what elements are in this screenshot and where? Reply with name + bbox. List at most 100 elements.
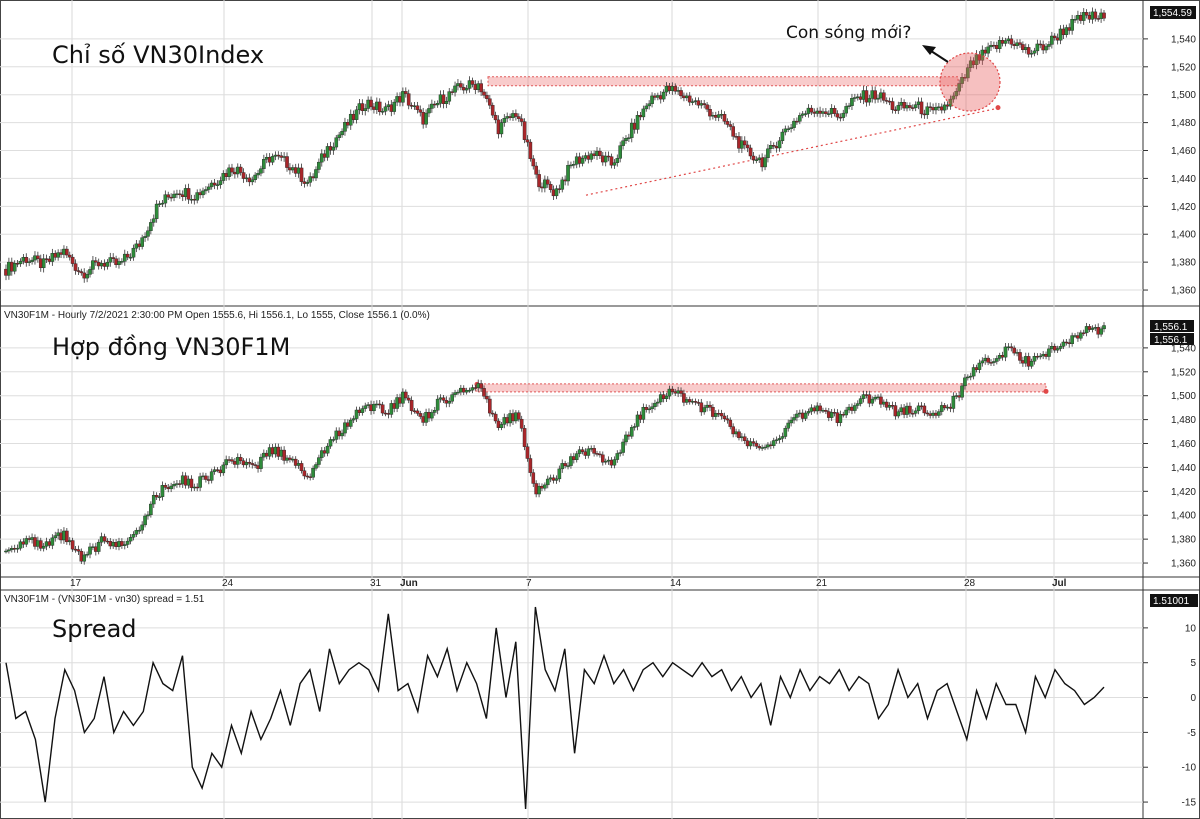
panel1-price-tag [1150, 6, 1196, 19]
xtick-label: Jun [400, 578, 418, 589]
candle-body [844, 106, 848, 114]
candle-body [485, 396, 489, 400]
candle-body [1099, 328, 1103, 335]
ytick-label: 1,420 [1171, 487, 1196, 498]
candle-body [554, 188, 559, 197]
candle-body [125, 540, 130, 545]
panel2-price-tag-b [1150, 333, 1194, 345]
candle-body [603, 460, 608, 463]
candle-body [1032, 50, 1037, 54]
support-trendline [585, 108, 997, 196]
candle-body [632, 426, 637, 428]
candle-body [731, 426, 735, 435]
candle-body [178, 193, 182, 196]
candle-body [783, 428, 788, 437]
candle-body [522, 121, 527, 140]
candle-body [435, 103, 440, 106]
candle-body [140, 524, 144, 531]
candle-body [908, 105, 912, 108]
candle-body [453, 85, 457, 93]
chart-marks [4, 7, 1106, 810]
candle-body [1081, 12, 1086, 21]
candle-body [1009, 346, 1014, 349]
candle-body [763, 446, 767, 449]
candle-body [566, 465, 570, 467]
candle-body [493, 114, 498, 121]
candle-body [85, 274, 89, 279]
candle-body [67, 254, 72, 258]
xtick-label: 24 [222, 578, 234, 589]
panel2-price-label-b: 1,556.1 [1154, 335, 1188, 346]
candle-body [708, 404, 712, 408]
candle-body [488, 398, 492, 414]
candle-body [629, 122, 634, 138]
candle-body [682, 393, 686, 403]
candle-body [754, 159, 759, 161]
candle-body [545, 179, 550, 185]
candle-body [641, 108, 646, 118]
candle-body [435, 398, 440, 411]
xtick-label: Jul [1052, 578, 1067, 589]
candle-body [809, 107, 814, 113]
candle-body [879, 396, 883, 405]
candle-body [172, 193, 176, 198]
candle-body [215, 184, 220, 186]
candle-body [951, 95, 956, 100]
candle-body [884, 401, 889, 408]
candle-body [499, 424, 504, 428]
candle-body [328, 439, 333, 447]
candle-body [963, 377, 967, 387]
candle-body [635, 414, 640, 427]
candle-body [679, 90, 683, 97]
axis-ticks: 1,360 1,380 1,400 1,420 1,440 1,460 1,480 1,500… [70, 34, 1196, 808]
candle-body [960, 385, 964, 398]
candle-body [502, 118, 507, 123]
candle-body [204, 189, 208, 192]
candle-body [30, 259, 34, 262]
candle-body [24, 538, 29, 545]
candle-body [151, 495, 156, 505]
candle-body [160, 485, 165, 497]
candle-body [262, 159, 266, 169]
candle-body [563, 463, 567, 467]
candle-body [580, 449, 585, 452]
candle-body [319, 153, 324, 163]
ytick-label: 1,460 [1171, 439, 1196, 450]
candle-body [122, 253, 127, 262]
candle-body [650, 406, 654, 410]
ytick-label: 1,480 [1171, 415, 1196, 426]
candle-body [432, 410, 437, 413]
candle-body [41, 258, 46, 269]
candle-body [340, 131, 344, 136]
candle-body [858, 398, 863, 404]
candle-body [908, 405, 912, 414]
candle-body [853, 405, 857, 411]
candle-body [4, 550, 8, 553]
candle-body [122, 544, 127, 546]
candle-body [777, 438, 782, 440]
candle-body [766, 148, 770, 158]
candle-body [783, 128, 788, 133]
candle-body [1055, 348, 1060, 351]
candle-body [241, 172, 246, 179]
candle-body [516, 116, 521, 119]
candle-body [835, 113, 840, 118]
candle-body [705, 104, 709, 110]
candle-body [612, 459, 617, 466]
candle-body [415, 105, 420, 110]
candle-body [151, 218, 156, 223]
candle-body [238, 457, 243, 461]
candle-body [989, 362, 993, 364]
candle-body [392, 101, 397, 112]
candle-body [826, 113, 831, 115]
candle-body [992, 361, 996, 363]
candle-body [934, 106, 938, 111]
candle-body [482, 388, 486, 397]
candle-body [482, 91, 486, 96]
candle-body [679, 390, 683, 394]
candle-body [543, 484, 547, 489]
candle-body [777, 140, 782, 149]
xtick-label: 28 [964, 578, 976, 589]
candle-body [615, 453, 620, 460]
candle-body [873, 396, 877, 400]
